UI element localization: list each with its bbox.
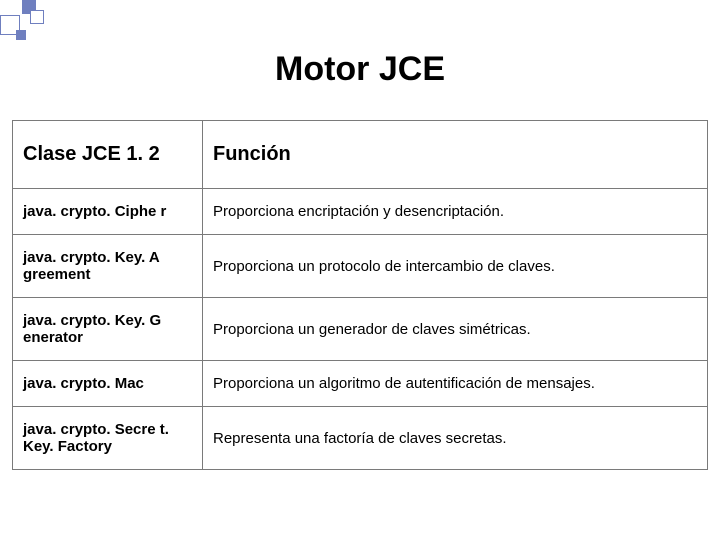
table-cell-desc: Proporciona un protocolo de intercambio … [203, 235, 708, 298]
page-title: Motor JCE [0, 50, 720, 89]
table-cell-class: java. crypto. Ciphe r [13, 189, 203, 235]
deco-square [16, 30, 26, 40]
table-header-class: Clase JCE 1. 2 [13, 121, 203, 189]
corner-decoration [0, 0, 58, 48]
table-header-function: Función [203, 121, 708, 189]
table-row: java. crypto. Mac Proporciona un algorit… [13, 361, 708, 407]
table-row: java. crypto. Key. G enerator Proporcion… [13, 298, 708, 361]
table-cell-class: java. crypto. Mac [13, 361, 203, 407]
table-row: java. crypto. Secre t. Key. Factory Repr… [13, 407, 708, 470]
table-cell-desc: Proporciona un generador de claves simét… [203, 298, 708, 361]
table-cell-class: java. crypto. Secre t. Key. Factory [13, 407, 203, 470]
table-cell-class: java. crypto. Key. A greement [13, 235, 203, 298]
table-row: java. crypto. Ciphe r Proporciona encrip… [13, 189, 708, 235]
table-header-row: Clase JCE 1. 2 Función [13, 121, 708, 189]
table-cell-desc: Representa una factoría de claves secret… [203, 407, 708, 470]
deco-square-outline [30, 10, 44, 24]
table-row: java. crypto. Key. A greement Proporcion… [13, 235, 708, 298]
jce-table: Clase JCE 1. 2 Función java. crypto. Cip… [12, 120, 708, 470]
table-cell-desc: Proporciona encriptación y desencriptaci… [203, 189, 708, 235]
table-cell-desc: Proporciona un algoritmo de autentificac… [203, 361, 708, 407]
table-cell-class: java. crypto. Key. G enerator [13, 298, 203, 361]
